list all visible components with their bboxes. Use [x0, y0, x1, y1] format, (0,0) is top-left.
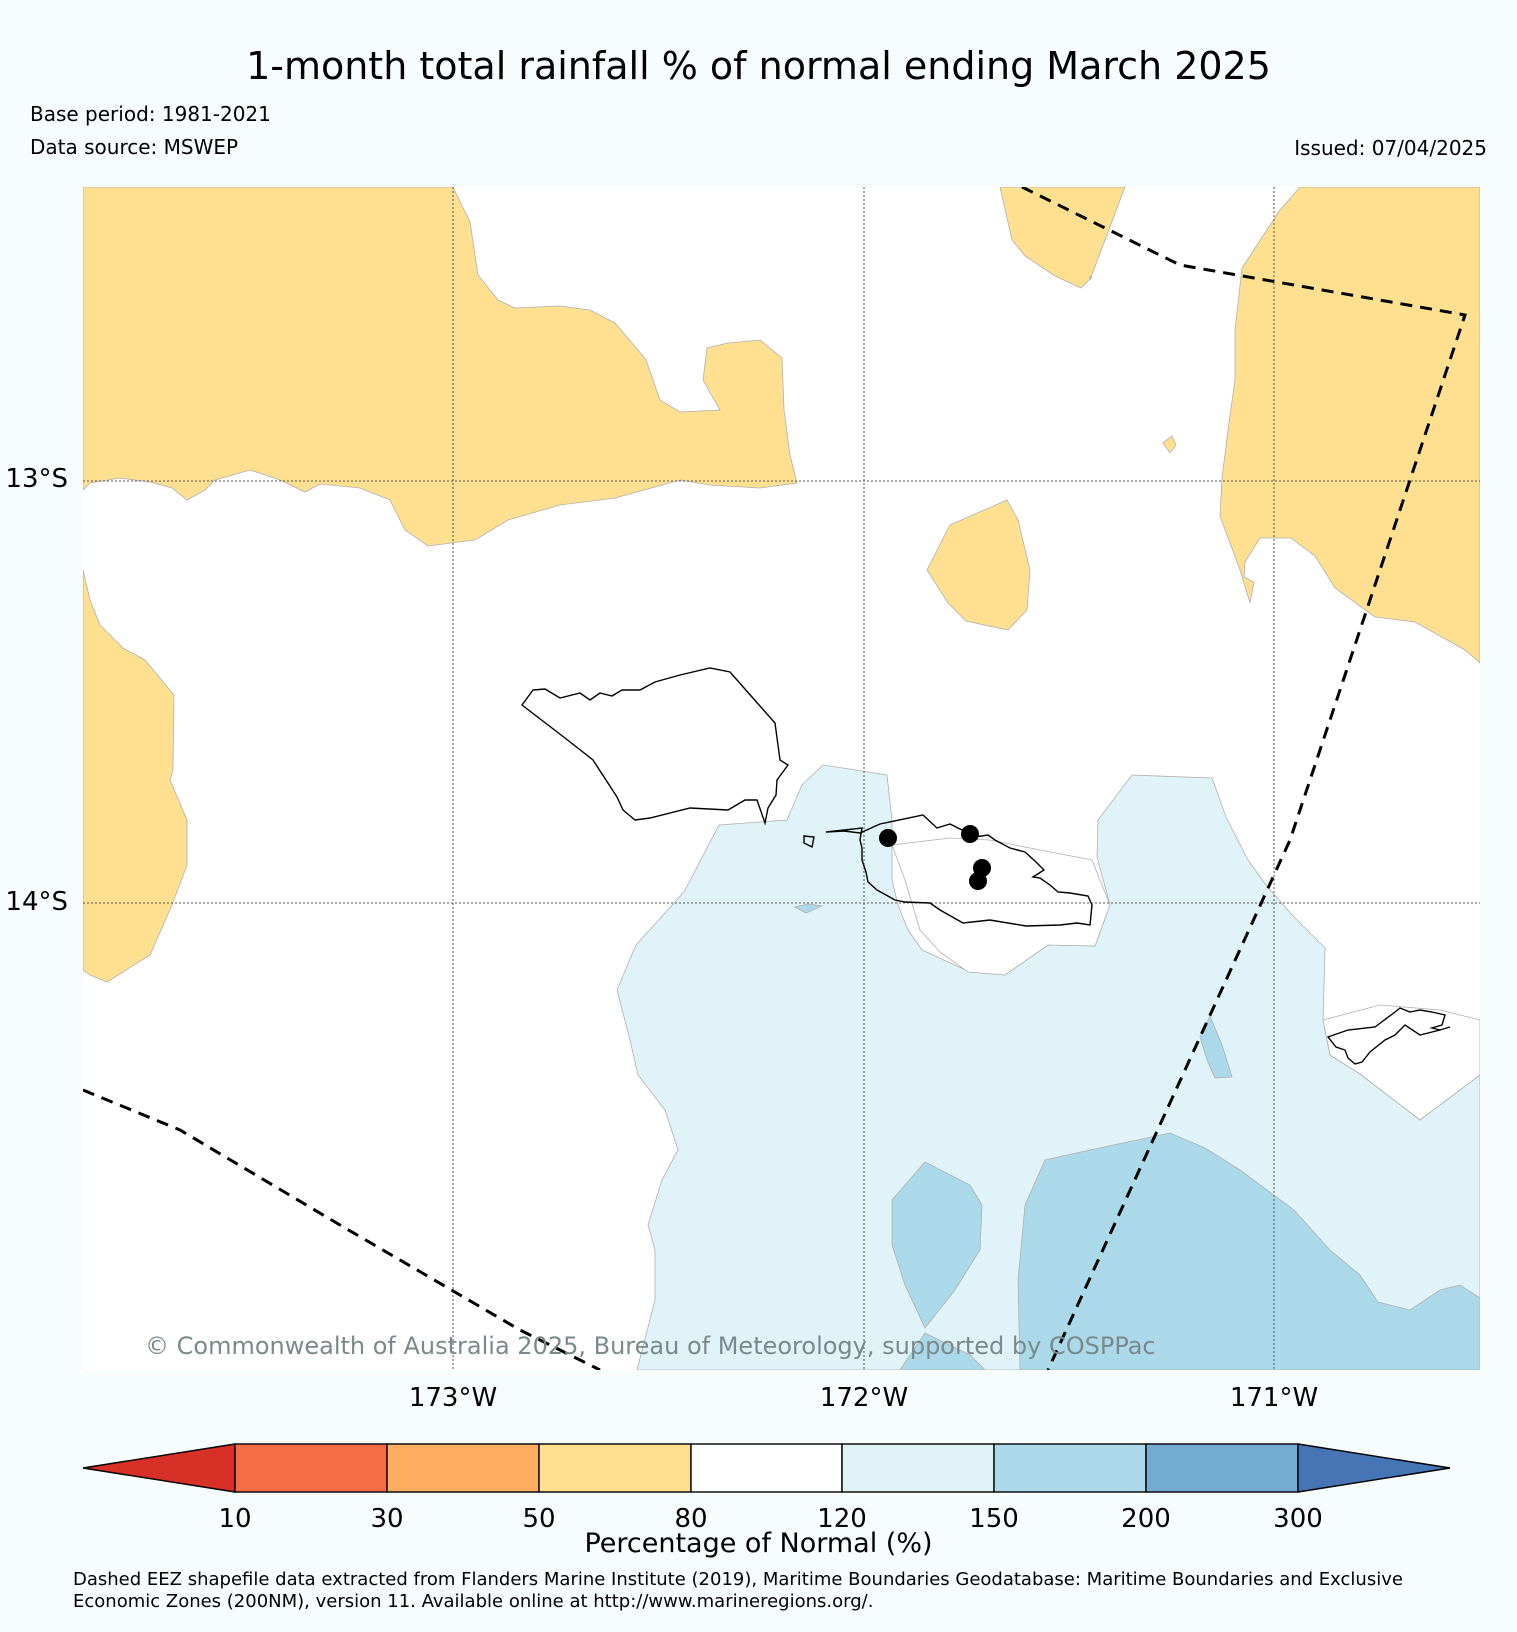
- colorbar-tick-label: 10: [218, 1504, 251, 1534]
- colorbar-tick-label: 150: [969, 1504, 1019, 1534]
- lat-label-13s: 13°S: [5, 464, 68, 494]
- tutuila-tail: [1439, 1026, 1451, 1031]
- colorbar-segment-80-120: [690, 1443, 843, 1493]
- issued-date-label: Issued: 07/04/2025: [1294, 136, 1487, 160]
- coastlines: [521, 667, 1451, 1065]
- plot-area: [83, 187, 1480, 1370]
- colorbar-segment-150-200: [993, 1443, 1147, 1493]
- region-150-200-south: [1017, 1132, 1480, 1370]
- colorbar: [82, 1443, 1451, 1493]
- map-title: 1-month total rainfall % of normal endin…: [246, 44, 1271, 88]
- colorbar-segment-gt300: [1297, 1443, 1451, 1493]
- station-marker: [969, 872, 987, 890]
- savaii-island-outline: [521, 667, 790, 826]
- region-150-200-small-west: [793, 903, 824, 914]
- region-50-80-west: [83, 569, 188, 983]
- colorbar-segment-200-300: [1145, 1443, 1299, 1493]
- lon-label-173w: 173°W: [409, 1383, 497, 1413]
- region-50-80-northwest: [83, 187, 798, 547]
- region-50-80-east-dot: [1162, 435, 1177, 454]
- colorbar-tick-labels: 10 30 50 80 120 150 200 300: [218, 1504, 1322, 1534]
- colorbar-tick-label: 300: [1273, 1504, 1323, 1534]
- lon-label-172w: 172°W: [820, 1383, 908, 1413]
- region-150-200-left-blob: [891, 1161, 983, 1329]
- colorbar-tick-label: 120: [817, 1504, 867, 1534]
- eez-boundary-southwest: [83, 1088, 601, 1370]
- upolu-island-outline: [825, 814, 1093, 927]
- colorbar-tick-label: 80: [674, 1504, 707, 1534]
- eez-source-footnote: Dashed EEZ shapefile data extracted from…: [73, 1569, 1403, 1612]
- eez-boundary-east: [1021, 187, 1467, 1370]
- manono-islet-outline: [803, 835, 815, 849]
- gridlines: [83, 187, 1480, 1370]
- region-80-120-southeast-pocket: [1322, 1004, 1480, 1121]
- colorbar-tick-label: 200: [1121, 1504, 1171, 1534]
- station-marker: [879, 829, 897, 847]
- colorbar-tick-label: 30: [370, 1504, 403, 1534]
- station-markers: [879, 825, 991, 890]
- base-period-label: Base period: 1981-2021: [30, 102, 271, 126]
- colorbar-segment-30-50: [386, 1443, 540, 1493]
- colorbar-segment-10-30: [234, 1443, 388, 1493]
- region-50-80-central-blob: [926, 499, 1031, 631]
- region-50-80-north-islet: [999, 187, 1126, 289]
- copyright-watermark: © Commonwealth of Australia 2025, Bureau…: [145, 1332, 1156, 1360]
- colorbar-segment-50-80: [538, 1443, 692, 1493]
- data-source-label: Data source: MSWEP: [30, 135, 239, 159]
- colorbar-segment-lt10: [82, 1443, 236, 1493]
- colorbar-segment-120-150: [841, 1443, 995, 1493]
- eez-boundaries: [83, 187, 1467, 1370]
- colorbar-title: Percentage of Normal (%): [584, 1528, 933, 1559]
- lon-label-171w: 171°W: [1230, 1383, 1318, 1413]
- region-150-200-strip: [1199, 1015, 1233, 1079]
- region-50-80-northeast: [1219, 187, 1480, 664]
- lat-label-14s: 14°S: [5, 887, 68, 917]
- colorbar-tick-label: 50: [522, 1504, 555, 1534]
- region-150-200-bottom-center: [899, 1332, 986, 1370]
- station-marker: [961, 825, 979, 843]
